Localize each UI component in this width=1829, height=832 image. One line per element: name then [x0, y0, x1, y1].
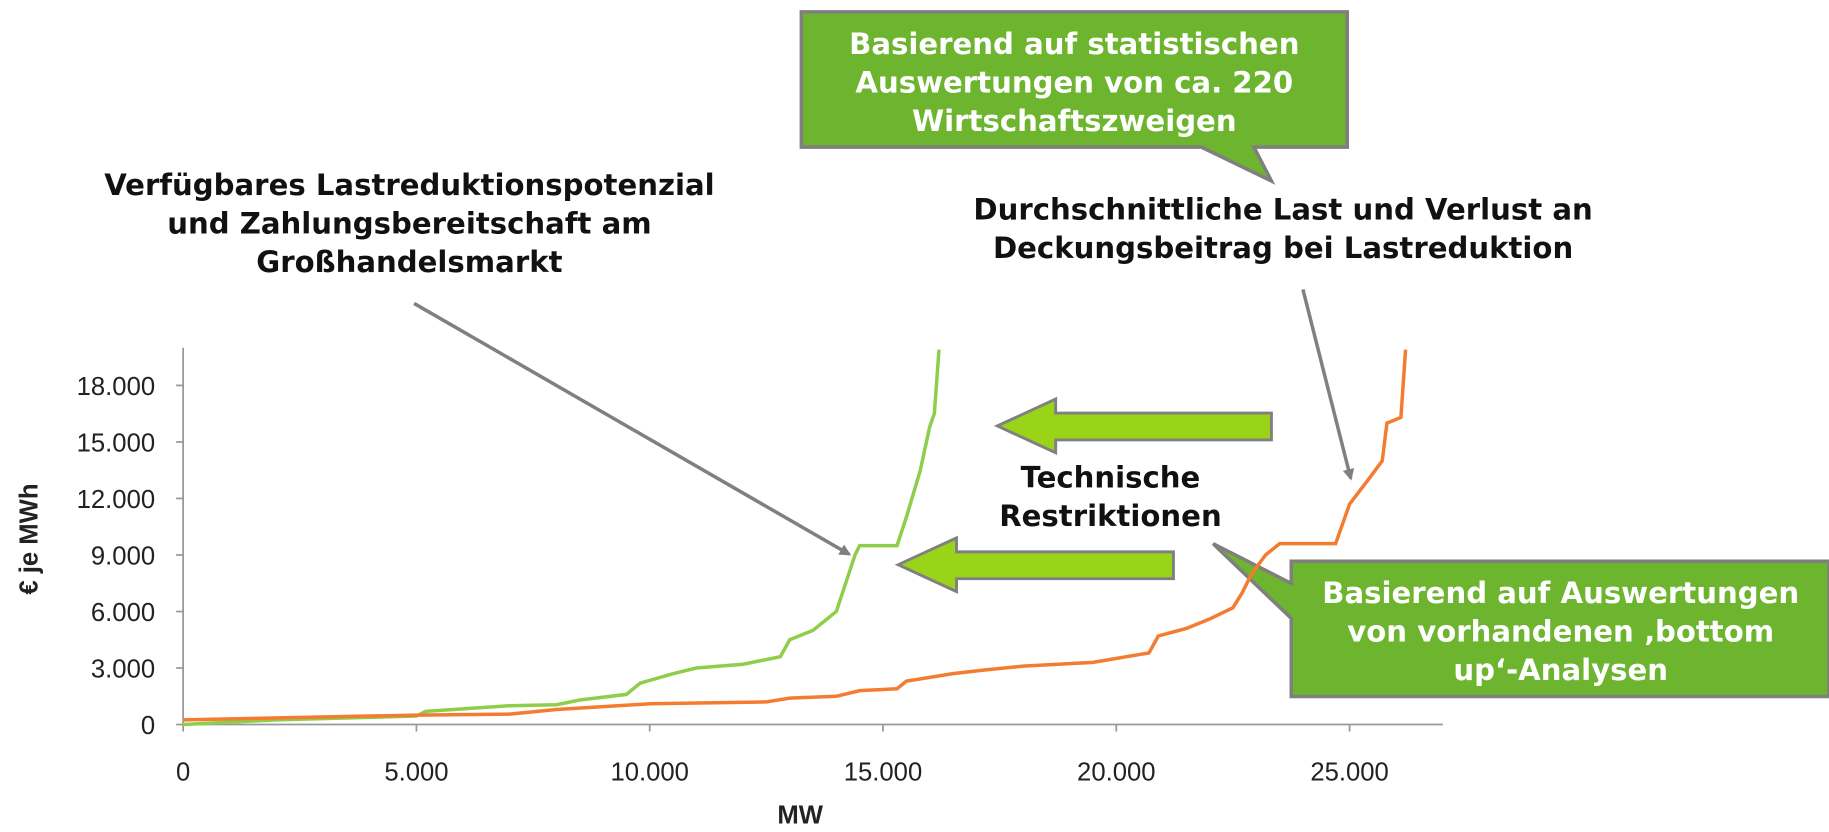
data-line: [183, 349, 941, 727]
y-tick-label: 0: [141, 712, 155, 740]
block-arrow: [894, 535, 1175, 594]
callout-box: [799, 10, 1350, 185]
y-axis-label: € je MWh: [15, 483, 43, 594]
y-tick-label: 18.000: [77, 373, 155, 401]
pointer: [1301, 289, 1355, 481]
y-tick-label: 12.000: [77, 486, 155, 514]
annotation: Deckungsbeitrag bei Lastreduktion: [993, 231, 1573, 265]
annotation: Auswertungen von ca. 220: [855, 65, 1293, 99]
x-tick-label: 0: [176, 759, 190, 787]
block-arrow: [993, 396, 1273, 456]
annotation: Basierend auf statistischen: [849, 27, 1299, 61]
annotation: Durchschnittliche Last und Verlust an: [973, 192, 1592, 226]
annotation: von vorhandenen ‚bottom: [1347, 615, 1774, 649]
x-tick-label: 25.000: [1310, 759, 1388, 787]
annotation: Restriktionen: [999, 499, 1222, 533]
annotation: up‘-Analysen: [1453, 653, 1668, 687]
y-tick-label: 9.000: [91, 542, 155, 570]
x-axis-label: MW: [777, 802, 823, 830]
data-line: [183, 349, 1408, 722]
y-tick-label: 3.000: [91, 655, 155, 683]
annotation: Wirtschaftszweigen: [912, 104, 1237, 138]
x-tick-label: 20.000: [1077, 759, 1155, 787]
y-tick-label: 15.000: [77, 429, 155, 457]
x-tick-label: 5.000: [384, 759, 448, 787]
annotation: Verfügbares Lastreduktionspotenzial: [104, 168, 714, 202]
x-tick-label: 10.000: [610, 759, 688, 787]
annotation: Großhandelsmarkt: [256, 245, 562, 279]
pointer: [413, 301, 852, 556]
annotation: Basierend auf Auswertungen: [1322, 576, 1799, 610]
annotation: und Zahlungsbereitschaft am: [167, 206, 651, 240]
annotation: Technische: [1021, 461, 1201, 495]
x-tick-label: 15.000: [844, 759, 922, 787]
y-tick-label: 6.000: [91, 599, 155, 627]
